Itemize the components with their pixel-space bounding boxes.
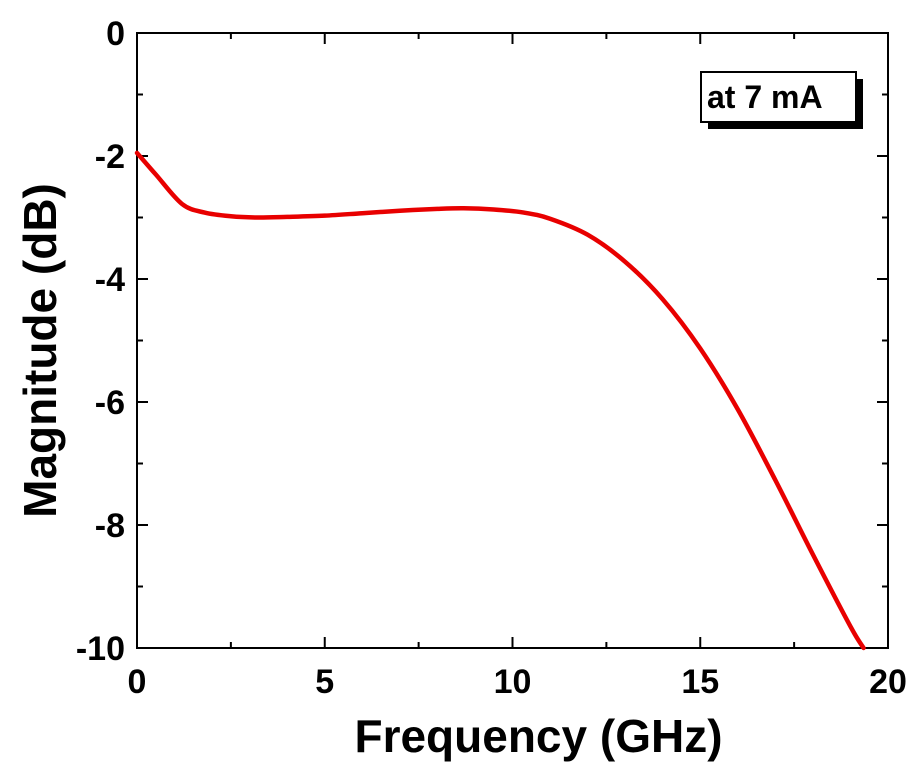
y-tick-label: -10 [76, 630, 125, 668]
annotation-box: at 7 mA [700, 71, 863, 129]
annotation-text: at 7 mA [707, 79, 823, 115]
series-line-0 [134, 150, 866, 651]
y-tick-label: -2 [95, 138, 125, 176]
x-tick-label: 0 [128, 663, 147, 701]
x-tick-label: 20 [869, 663, 907, 701]
x-tick-label: 5 [315, 663, 334, 701]
y-tick-label: -6 [95, 384, 125, 422]
annotation-frame [700, 71, 857, 123]
y-axis-title: Magnitude (dB) [14, 183, 66, 518]
series-layer [134, 150, 866, 651]
ticks [136, 32, 889, 649]
x-tick-label: 10 [494, 663, 532, 701]
x-axis-title: Frequency (GHz) [354, 710, 722, 762]
y-tick-label: -8 [95, 507, 125, 545]
tick-labels: 0 5 10 15 20 0 -2 -4 -6 -8 -10 [76, 15, 907, 701]
y-tick-label: 0 [106, 15, 125, 53]
y-tick-label: -4 [95, 261, 125, 299]
x-tick-label: 15 [681, 663, 719, 701]
